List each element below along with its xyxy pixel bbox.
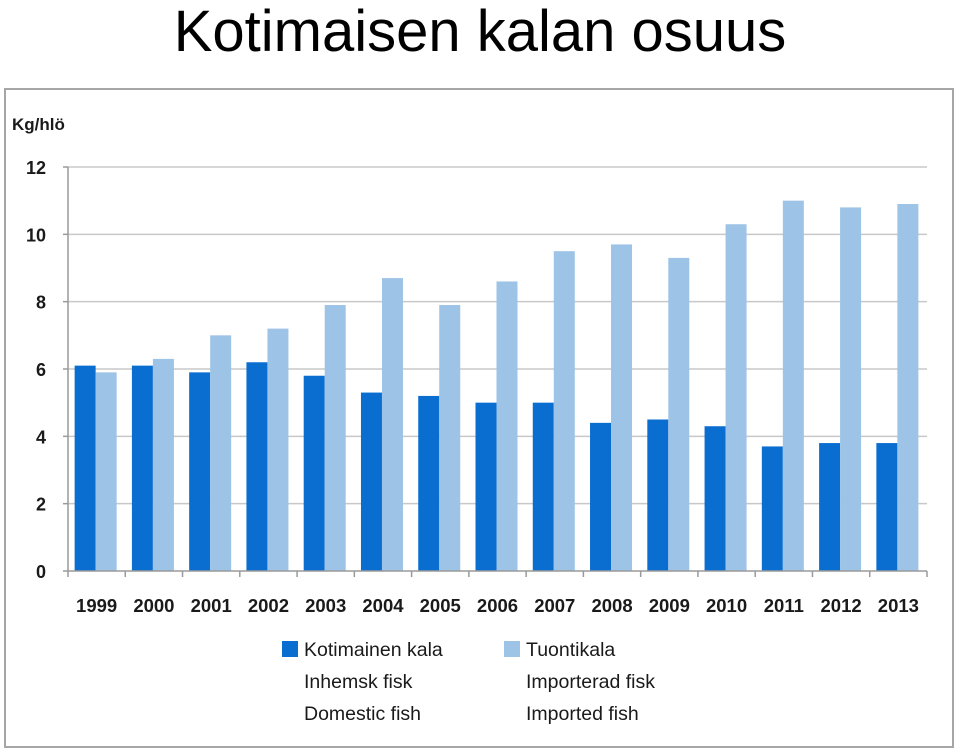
x-tick-label: 2002 [248, 595, 289, 616]
y-axis-label: Kg/hlö [12, 115, 65, 134]
legend-swatch [504, 641, 520, 657]
y-tick-label: 12 [26, 158, 46, 178]
legend-label: Kotimainen kala [304, 639, 443, 661]
bar-imported [553, 251, 575, 571]
legend: Kotimainen kala Inhemsk fisk Domestic fish… [282, 639, 655, 725]
bar-imported [496, 281, 518, 571]
bar-imported [897, 204, 919, 572]
bars [74, 200, 919, 572]
x-tick-label: 2008 [591, 595, 632, 616]
x-tick-label: 2013 [878, 595, 919, 616]
y-tick-label: 10 [26, 225, 46, 245]
legend-label: Domestic fish [304, 703, 421, 725]
y-tick-label: 0 [36, 562, 46, 582]
x-tick-label: 2000 [133, 595, 174, 616]
y-tick-labels: 0 2 4 6 8 10 12 [26, 158, 69, 582]
x-tick-label: 2001 [191, 595, 232, 616]
x-tick-label: 2012 [821, 595, 862, 616]
bar-domestic [475, 402, 497, 571]
bar-imported [324, 305, 346, 571]
legend-label: Inhemsk fisk [304, 671, 413, 693]
x-tick-label: 2011 [764, 595, 804, 616]
y-tick-label: 4 [36, 427, 46, 447]
legend-label: Imported fish [526, 703, 639, 725]
bar-domestic [590, 422, 612, 571]
x-tick-labels: 1999 2000 2001 2002 2003 2004 2005 2006 2007 2008… [67, 571, 928, 616]
bar-domestic [360, 392, 382, 571]
bar-imported [95, 372, 117, 571]
bar-domestic [418, 395, 440, 571]
bar-imported [381, 278, 403, 571]
bar-imported [782, 200, 804, 571]
bar-domestic [303, 375, 325, 571]
x-tick-label: 2010 [706, 595, 747, 616]
bar-domestic [761, 446, 783, 571]
x-tick-label: 2004 [362, 595, 404, 616]
legend-label: Tuontikala [526, 639, 615, 661]
y-tick-label: 6 [36, 360, 46, 380]
bar-domestic [876, 443, 898, 571]
bar-domestic [647, 419, 669, 571]
bar-imported [840, 207, 862, 571]
bar-imported [668, 257, 690, 571]
legend-label: Importerad fisk [526, 671, 655, 693]
legend-swatch [282, 641, 298, 657]
bar-imported [152, 358, 174, 571]
page-title: Kotimaisen kalan osuus [173, 0, 787, 64]
bar-domestic [246, 362, 268, 571]
y-tick-label: 8 [36, 293, 46, 313]
bar-domestic [532, 402, 554, 571]
bar-domestic [189, 372, 211, 571]
x-tick-label: 2003 [305, 595, 346, 616]
x-tick-label: 1999 [76, 595, 117, 616]
bar-domestic [74, 365, 96, 571]
bar-imported [725, 224, 747, 571]
bar-imported [611, 244, 633, 571]
bar-imported [439, 305, 461, 571]
x-tick-label: 2007 [534, 595, 575, 616]
x-tick-label: 2006 [477, 595, 518, 616]
bar-domestic [131, 365, 153, 571]
bar-domestic [704, 426, 726, 571]
bar-domestic [819, 443, 841, 571]
y-tick-label: 2 [36, 495, 46, 515]
bar-imported [210, 335, 232, 571]
bar-imported [267, 328, 289, 571]
x-tick-label: 2005 [420, 595, 461, 616]
x-tick-label: 2009 [649, 595, 690, 616]
